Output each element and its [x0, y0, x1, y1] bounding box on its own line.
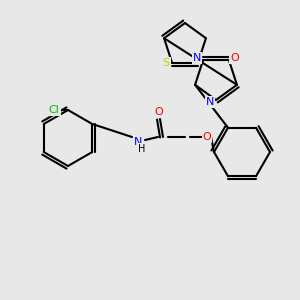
Text: O: O	[202, 132, 211, 142]
Text: O: O	[231, 53, 239, 63]
Text: N: N	[134, 137, 142, 147]
Text: Cl: Cl	[49, 105, 59, 115]
Text: S: S	[163, 58, 170, 68]
Text: N: N	[206, 97, 214, 107]
Text: H: H	[138, 144, 146, 154]
Text: O: O	[154, 107, 164, 117]
Text: N: N	[193, 53, 201, 63]
